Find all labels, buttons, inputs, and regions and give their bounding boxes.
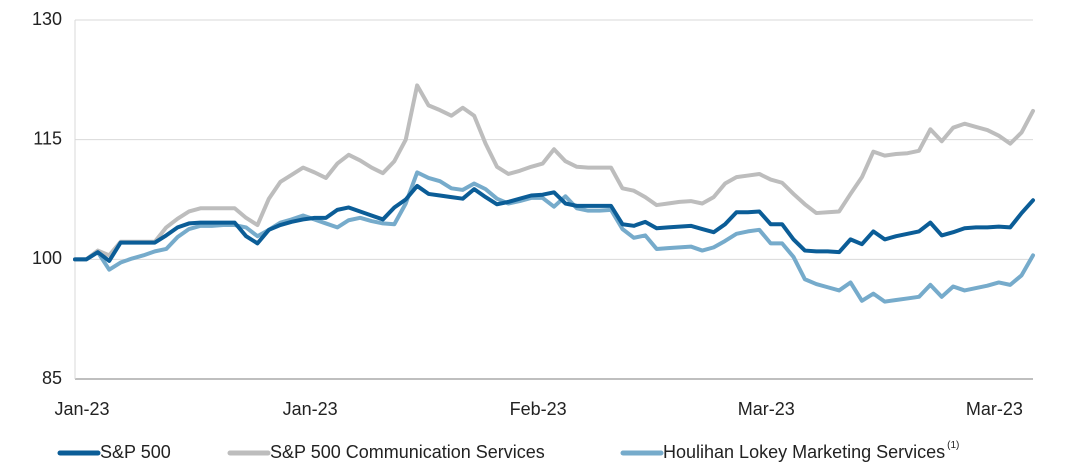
y-tick-label: 100	[32, 248, 62, 268]
legend-label: S&P 500 Communication Services	[270, 442, 545, 462]
y-tick-label: 115	[33, 128, 62, 148]
x-tick-label: Jan-23	[54, 399, 109, 419]
series-line	[73, 183, 1035, 263]
x-tick-label: Mar-23	[966, 399, 1023, 419]
legend-name: S&P 500	[100, 442, 171, 462]
legend-footnote: (1)	[947, 440, 959, 451]
x-tick-label: Jan-23	[283, 399, 338, 419]
y-tick-label: 85	[42, 368, 62, 388]
x-tick-label: Feb-23	[510, 399, 567, 419]
y-tick-label: 130	[32, 9, 62, 29]
legend-name: Houlihan Lokey Marketing Services	[663, 442, 945, 462]
legend-label: Houlihan Lokey Marketing Services (1)	[663, 440, 959, 462]
legend-label: S&P 500	[100, 442, 171, 462]
legend-name: S&P 500 Communication Services	[270, 442, 545, 462]
series-line	[73, 83, 1035, 262]
x-tick-label: Mar-23	[738, 399, 795, 419]
